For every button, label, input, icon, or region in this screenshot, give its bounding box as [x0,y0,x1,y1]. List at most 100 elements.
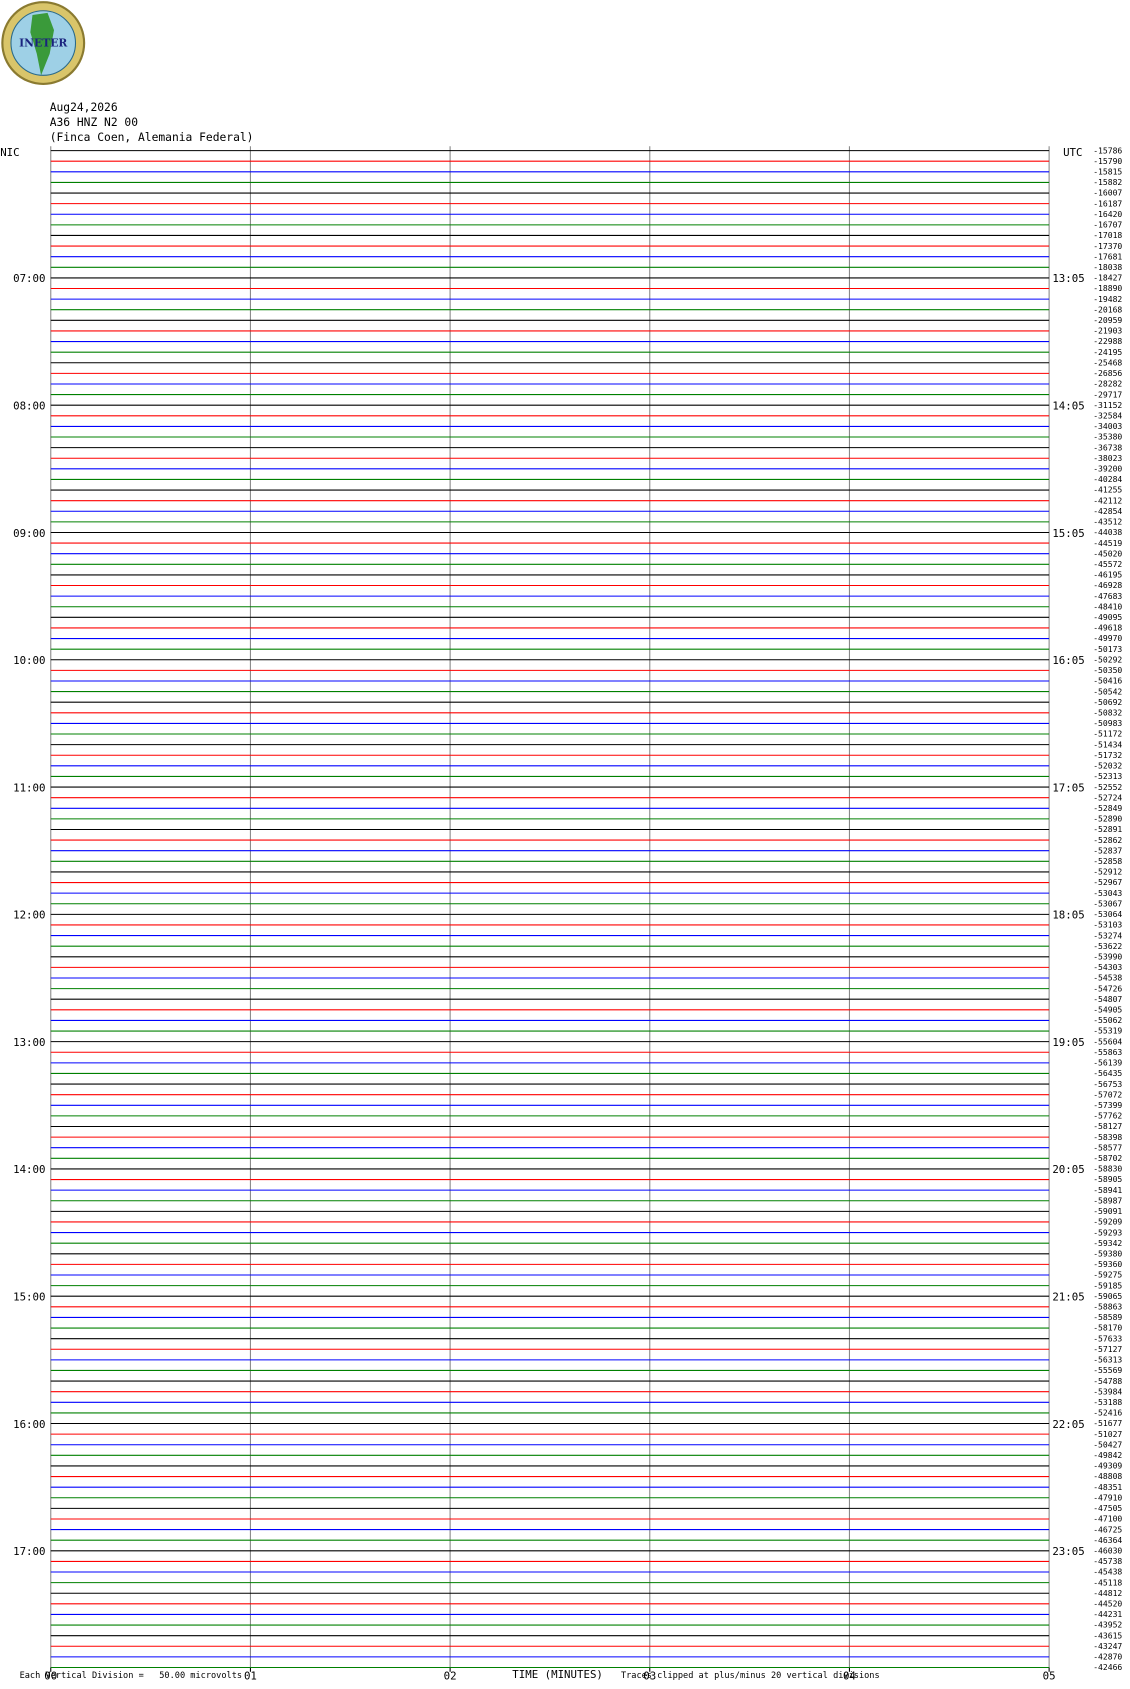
left-hour: 09:00 [13,527,45,540]
offset-label: -50292 [1093,655,1122,664]
offset-label: -50832 [1093,708,1122,717]
offset-label: -43952 [1093,1621,1122,1630]
offset-label: -52416 [1093,1409,1122,1418]
x-axis-label: TIME (MINUTES) [512,1668,603,1681]
location: (Finca Coen, Alemania Federal) [50,131,254,144]
offset-label: -50350 [1093,666,1122,675]
offset-label: -20959 [1093,316,1122,325]
left-zone: NIC [0,146,19,159]
offset-label: -59065 [1093,1292,1122,1301]
right-hour: 14:05 [1052,399,1084,412]
offset-label: -53274 [1093,931,1122,940]
offset-label: -48808 [1093,1472,1122,1481]
offset-label: -39200 [1093,465,1122,474]
offset-label: -46928 [1093,581,1122,590]
offset-label: -41255 [1093,486,1122,495]
offset-label: -32584 [1093,411,1122,420]
offset-label: -54788 [1093,1377,1122,1386]
offset-label: -50983 [1093,719,1122,728]
offset-label: -17370 [1093,242,1122,251]
x-tick-label: 04 [843,1669,856,1682]
offset-label: -17018 [1093,231,1122,240]
offset-label: -50542 [1093,687,1122,696]
offset-label: -58702 [1093,1154,1122,1163]
offset-label: -47505 [1093,1504,1122,1513]
offset-label: -22988 [1093,337,1122,346]
offset-label: -35380 [1093,433,1122,442]
left-hour: 14:00 [13,1163,45,1176]
left-hour: 10:00 [13,654,45,667]
offset-label: -53622 [1093,942,1122,951]
offset-label: -16707 [1093,221,1122,230]
offset-label: -52313 [1093,772,1122,781]
offset-label: -50427 [1093,1440,1122,1449]
offset-label: -54726 [1093,984,1122,993]
offset-label: -52837 [1093,846,1122,855]
offset-label: -56435 [1093,1069,1122,1078]
offset-label: -50416 [1093,677,1122,686]
offset-label: -58589 [1093,1313,1122,1322]
date: Aug24,2026 [50,101,118,114]
offset-label: -58170 [1093,1324,1122,1333]
offset-label: -52967 [1093,878,1122,887]
offset-label: -55604 [1093,1037,1122,1046]
offset-label: -54538 [1093,974,1122,983]
offset-label: -58577 [1093,1143,1122,1152]
offset-label: -52891 [1093,825,1122,834]
offset-label: -58830 [1093,1165,1122,1174]
left-hour: 07:00 [13,272,45,285]
offset-label: -49095 [1093,613,1122,622]
offset-label: -51172 [1093,730,1122,739]
offset-label: -18038 [1093,263,1122,272]
offset-label: -45738 [1093,1557,1122,1566]
offset-label: -43247 [1093,1642,1122,1651]
offset-label: -59185 [1093,1281,1122,1290]
offset-label: -38023 [1093,454,1122,463]
offset-label: -54303 [1093,963,1122,972]
offset-label: -52858 [1093,857,1122,866]
offset-label: -43512 [1093,518,1122,527]
offset-label: -29717 [1093,390,1122,399]
x-tick-label: 02 [444,1669,457,1682]
right-hour: 20:05 [1052,1163,1084,1176]
offset-label: -46195 [1093,571,1122,580]
right-hour: 22:05 [1052,1418,1084,1431]
offset-label: -17681 [1093,252,1122,261]
logo: INETER [1,1,86,85]
offset-label: -52849 [1093,804,1122,813]
offset-label: -42466 [1093,1663,1122,1672]
offset-label: -51027 [1093,1430,1122,1439]
offset-label: -52724 [1093,793,1122,802]
offset-label: -45438 [1093,1568,1122,1577]
offset-label: -43615 [1093,1631,1122,1640]
offset-label: -49618 [1093,624,1122,633]
offset-label: -53188 [1093,1398,1122,1407]
offset-label: -48351 [1093,1483,1122,1492]
offset-label: -34003 [1093,422,1122,431]
left-hour: 13:00 [13,1036,45,1049]
offset-label: -49309 [1093,1462,1122,1471]
right-hour: 21:05 [1052,1291,1084,1304]
offset-label: -18890 [1093,284,1122,293]
offset-label: -57762 [1093,1112,1122,1121]
right-hour: 18:05 [1052,909,1084,922]
offset-label: -15786 [1093,146,1122,155]
station: A36 HNZ N2 00 [50,116,139,129]
offset-label: -46364 [1093,1536,1122,1545]
offset-label: -57127 [1093,1345,1122,1354]
offset-label: -19482 [1093,295,1122,304]
right-hour: 23:05 [1052,1545,1084,1558]
offset-label: -58398 [1093,1133,1122,1142]
left-hour: 12:00 [13,909,45,922]
offset-label: -54905 [1093,1006,1122,1015]
offset-label: -52890 [1093,815,1122,824]
offset-label: -59342 [1093,1239,1122,1248]
offset-label: -59275 [1093,1271,1122,1280]
offset-label: -47910 [1093,1493,1122,1502]
offset-label: -45020 [1093,549,1122,558]
offset-label: -57399 [1093,1101,1122,1110]
offset-label: -44519 [1093,539,1122,548]
left-hour: 11:00 [13,781,45,794]
offset-label: -15790 [1093,157,1122,166]
